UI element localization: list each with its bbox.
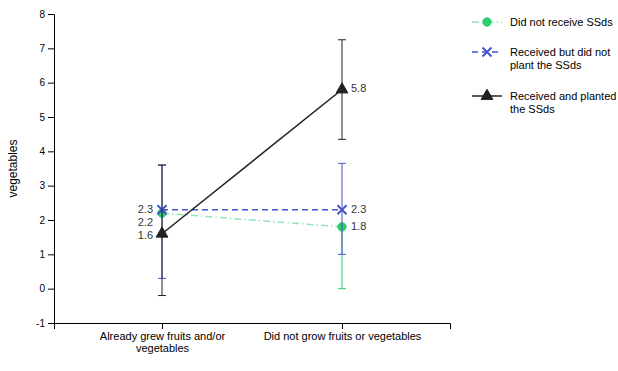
x-tick: Already grew fruits and/orvegetables [100,323,226,354]
error-bar-cap [158,165,166,166]
x-tick-mark [162,323,163,329]
error-bar-cap [338,139,346,140]
x-tick-label: Did not grow fruits or vegetables [264,330,422,342]
legend-label: Did not receive SSds [510,16,613,28]
y-tick-mark [48,48,54,49]
y-tick-mark [48,323,54,324]
point [336,83,348,93]
legend-label: Received and plantedthe SSds [510,90,616,115]
legend-label-line: the SSds [510,103,555,115]
legend-label-line: plant the SSds [510,59,582,71]
legend-item: Received but did notplant the SSds [472,46,610,71]
series-line [162,209,342,211]
error-bar-cap [338,254,346,255]
error-bar [338,163,346,254]
y-axis-title: vegetables [6,139,20,197]
y-tick-label: -1 [36,318,45,329]
plot: -1 0 1 2 3 4 5 6 7 8 Already grew fruits and/orveg… [36,9,450,355]
series [158,163,347,278]
legend-marker [483,18,491,26]
y-tick-label: 5 [39,112,45,123]
legend-label: Received but did notplant the SSds [510,46,610,71]
series [158,209,346,289]
y-tick: 2 [39,215,54,226]
x-tick-label-line: vegetables [136,342,190,354]
y-tick: 0 [39,283,54,294]
y-tick-mark [48,254,54,255]
y-tick: -1 [36,318,54,329]
y-tick: 6 [39,77,54,88]
y-tick-label: 0 [39,283,45,294]
legend-item: Received and plantedthe SSds [472,89,616,115]
y-tick-label: 3 [39,180,45,191]
point [156,227,168,237]
error-bar-cap [158,295,166,296]
series-line [162,90,342,234]
y-axis: -1 0 1 2 3 4 5 6 7 8 [36,9,54,329]
data-label: 2.2 [138,216,153,228]
series-line [162,213,342,227]
y-tick: 4 [39,146,54,157]
error-bar-cap [338,163,346,164]
y-tick-mark [48,151,54,152]
y-tick-mark [48,14,54,15]
x-tick-label: Already grew fruits and/orvegetables [100,330,226,355]
y-tick: 7 [39,43,54,54]
data-label: 2.3 [351,203,366,215]
x-tick-mark [342,323,343,329]
x-axis-line [55,324,451,330]
x-tick: Did not grow fruits or vegetables [264,323,422,342]
y-tick-label: 7 [39,43,45,54]
x-axis: Already grew fruits and/orvegetables Did … [55,323,451,354]
y-tick-mark [48,289,54,290]
y-tick: 5 [39,112,54,123]
series [156,40,348,296]
y-axis-line [48,15,55,324]
legend-label-line: Received but did not [510,46,610,58]
y-tick-label: 4 [39,146,45,157]
error-bar-cap [338,39,346,40]
legend-label-line: Did not receive SSds [510,16,613,28]
error-bar-cap [158,165,166,166]
y-tick-label: 6 [39,77,45,88]
y-tick: 3 [39,180,54,191]
y-tick: 8 [39,9,54,20]
legend-item: Did not receive SSds [472,16,613,28]
data-label: 2.3 [138,203,153,215]
y-tick-mark [48,186,54,187]
y-tick-label: 2 [39,215,45,226]
data-label: 1.8 [351,220,366,232]
x-tick-label-line: Already grew fruits and/or [100,330,226,342]
y-tick-label: 8 [39,9,45,20]
data-labels: 2.32.21.65.82.31.8 [138,82,367,240]
error-bar-cap [338,288,346,289]
legend-label-line: Received and planted [510,90,616,102]
legend-marker [483,48,492,57]
y-tick-mark [48,117,54,118]
legend: Did not receive SSds Received but did not… [472,16,616,115]
legend-marker [481,89,493,99]
data-label: 1.6 [138,229,153,241]
marks [156,40,348,296]
point [338,205,347,214]
y-tick: 1 [39,249,54,260]
y-tick-label: 1 [39,249,45,260]
data-label: 5.8 [351,82,366,94]
y-tick-mark [48,83,54,84]
y-tick-mark [48,220,54,221]
chart: -1012345678Already grew fruits and/orveg… [0,0,618,371]
x-tick-label-line: Did not grow fruits or vegetables [264,330,422,342]
